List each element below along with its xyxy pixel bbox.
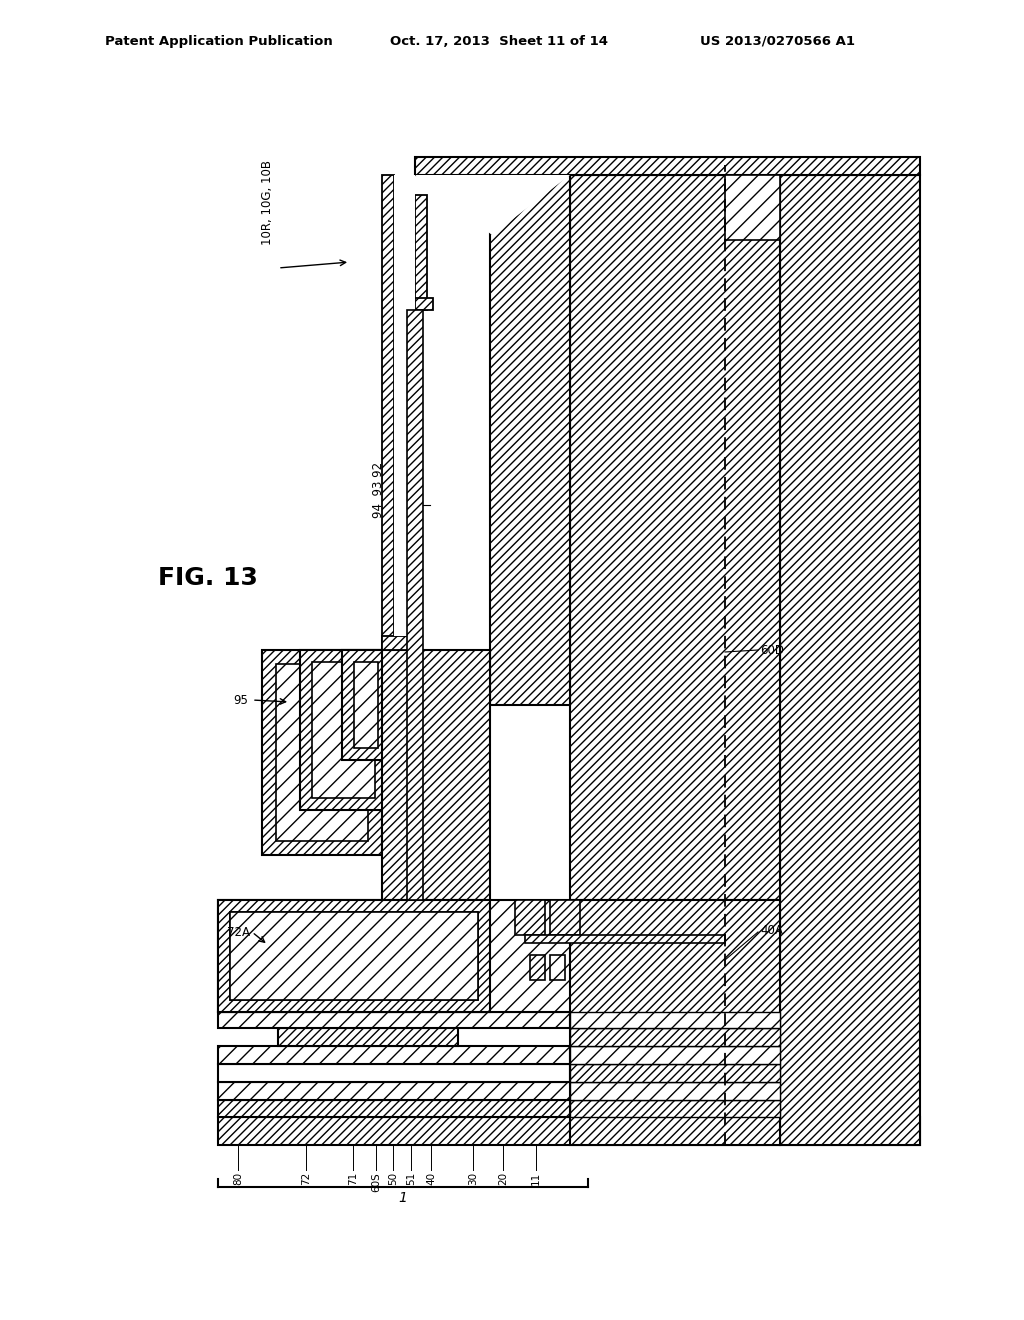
Text: 94  93 92: 94 93 92 [372, 462, 384, 517]
Bar [530, 954, 545, 979]
Bar [570, 176, 780, 900]
Bar [218, 900, 490, 1012]
Text: Patent Application Publication: Patent Application Publication [105, 36, 333, 48]
Bar [515, 900, 545, 935]
Text: 20: 20 [498, 1172, 508, 1185]
Bar [570, 1082, 780, 1100]
Text: 40A: 40A [760, 924, 783, 936]
Bar [262, 649, 382, 855]
Bar [570, 1045, 780, 1064]
Bar [550, 954, 565, 979]
Bar [398, 195, 410, 590]
Bar [398, 576, 419, 590]
Bar [407, 310, 423, 900]
Text: 95: 95 [233, 693, 248, 706]
Bar [230, 912, 478, 1001]
Text: 40: 40 [426, 1172, 436, 1185]
Bar [300, 649, 387, 810]
Text: 72: 72 [301, 1172, 311, 1185]
Text: FIG. 13: FIG. 13 [158, 566, 258, 590]
Text: 50: 50 [388, 1172, 398, 1185]
Bar [218, 1100, 780, 1117]
Bar [525, 935, 725, 942]
Bar [382, 636, 420, 649]
Bar [354, 663, 378, 748]
Bar [354, 663, 378, 748]
Text: Oct. 17, 2013  Sheet 11 of 14: Oct. 17, 2013 Sheet 11 of 14 [390, 36, 608, 48]
Bar [218, 1064, 570, 1082]
Text: 30: 30 [468, 1172, 478, 1185]
Text: 1: 1 [398, 1191, 408, 1205]
Bar [415, 298, 433, 310]
Bar [312, 663, 375, 799]
Text: 71: 71 [348, 1172, 358, 1185]
Bar [382, 176, 394, 649]
Bar [218, 900, 780, 1012]
Text: 60D: 60D [760, 644, 784, 656]
Text: 60S: 60S [371, 1172, 381, 1192]
Bar [342, 649, 390, 760]
Bar [276, 664, 368, 841]
Bar [415, 157, 920, 176]
Bar [218, 1045, 570, 1064]
Bar [382, 649, 490, 900]
Bar [725, 176, 780, 240]
Text: 72A: 72A [227, 925, 250, 939]
Bar [218, 1012, 570, 1028]
Text: US 2013/0270566 A1: US 2013/0270566 A1 [700, 36, 855, 48]
Bar [570, 900, 780, 1144]
Text: 11: 11 [531, 1172, 541, 1185]
Bar [415, 195, 427, 310]
Text: 51: 51 [406, 1172, 416, 1185]
Bar [570, 1100, 780, 1117]
Bar [230, 912, 478, 1001]
Text: 80: 80 [233, 1172, 243, 1185]
Bar [394, 176, 415, 636]
Bar [312, 663, 375, 799]
Bar [570, 1028, 780, 1045]
Bar [570, 1064, 780, 1082]
Bar [490, 176, 570, 705]
Bar [218, 1082, 780, 1100]
Bar [276, 664, 368, 841]
Bar [218, 1117, 920, 1144]
Text: 10R, 10G, 10B: 10R, 10G, 10B [260, 160, 273, 246]
Bar [570, 1012, 780, 1028]
Bar [550, 900, 580, 935]
Bar [278, 1028, 458, 1045]
Polygon shape [415, 176, 570, 235]
Bar [780, 176, 920, 1144]
